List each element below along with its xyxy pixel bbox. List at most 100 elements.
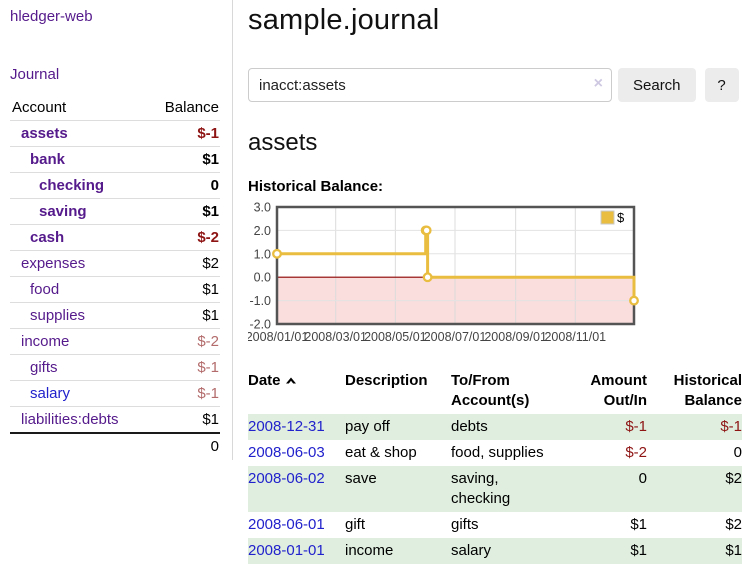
transaction-accounts: gifts: [451, 516, 479, 533]
account-row: bank $1: [10, 146, 220, 173]
transaction-date-link[interactable]: 2008-01-01: [248, 542, 325, 559]
search-field-wrap: ×: [248, 68, 612, 102]
page-title: sample.journal: [248, 4, 440, 36]
svg-text:2008/11/01: 2008/11/01: [544, 330, 606, 344]
date-column-header[interactable]: Date: [248, 368, 345, 414]
account-row: assets $-1: [10, 120, 220, 147]
account-link[interactable]: food: [30, 281, 60, 298]
account-link[interactable]: salary: [30, 385, 71, 402]
accounts-table: Account Balance assets $-1 bank $1 checking 0…: [10, 96, 220, 459]
account-row: expenses $2: [10, 250, 220, 277]
account-row: salary $-1: [10, 380, 220, 407]
account-row: supplies $1: [10, 302, 220, 329]
account-row: income $-2: [10, 328, 220, 355]
account-link[interactable]: cash: [30, 229, 65, 246]
search-input[interactable]: [248, 68, 612, 102]
transaction-date-link[interactable]: 2008-06-03: [248, 444, 325, 461]
svg-text:3.0: 3.0: [254, 202, 271, 215]
transaction-date: 2008-06-02: [248, 466, 345, 512]
transaction-amount: 0: [638, 470, 647, 487]
search-button[interactable]: Search: [618, 68, 696, 102]
account-row: saving $1: [10, 198, 220, 225]
register-table: Date Description To/From Account(s) Amou…: [248, 368, 742, 564]
account-link[interactable]: gifts: [30, 359, 58, 376]
svg-text:2008/05/01: 2008/05/01: [364, 330, 427, 344]
chart-title: Historical Balance:: [248, 178, 384, 195]
svg-text:2008/09/01: 2008/09/01: [484, 330, 547, 344]
account-balance: $1: [147, 276, 220, 303]
svg-text:-1.0: -1.0: [249, 294, 271, 308]
svg-text:2008/03/01: 2008/03/01: [304, 330, 367, 344]
register-row[interactable]: 2008-06-03 eat & shop food, supplies $-2 0: [248, 440, 742, 466]
accounts-body: assets $-1 bank $1 checking 0 saving $1 cash $-2 e…: [10, 120, 220, 433]
help-button[interactable]: ?: [704, 68, 739, 102]
register-row[interactable]: 2008-06-02 save saving, checking 0 $2: [248, 466, 742, 512]
svg-text:1.0: 1.0: [254, 247, 271, 261]
account-link[interactable]: expenses: [21, 255, 86, 272]
journal-link[interactable]: Journal: [10, 66, 60, 83]
account-balance: 0: [147, 172, 220, 199]
svg-text:2.0: 2.0: [254, 224, 271, 238]
chart-canvas: $3.0 2.0 1.0 0.0 -1.0 -2.02008/01/012008/03/0…: [246, 201, 639, 344]
transaction-accounts: saving, checking: [451, 470, 511, 507]
transaction-date-link[interactable]: 2008-06-02: [248, 470, 325, 487]
register-row[interactable]: 2008-06-01 gift gifts $1 $2: [248, 512, 742, 538]
account-balance: $-1: [147, 380, 220, 407]
account-balance: $1: [147, 146, 220, 173]
transaction-description: pay off: [345, 418, 390, 435]
transaction-amount: $1: [630, 542, 647, 559]
transaction-amount: $1: [630, 516, 647, 533]
account-link[interactable]: assets: [21, 125, 68, 142]
transaction-date: 2008-06-03: [248, 440, 345, 466]
transaction-date: 2008-12-31: [248, 414, 345, 440]
register-body: 2008-12-31 pay off debts $-1 $-1 2008-06-03 ea…: [248, 414, 742, 564]
account-row: cash $-2: [10, 224, 220, 251]
transaction-accounts: salary: [451, 542, 492, 559]
register-row[interactable]: 2008-12-31 pay off debts $-1 $-1: [248, 414, 742, 440]
account-row: gifts $-1: [10, 354, 220, 381]
account-balance: $2: [147, 250, 220, 277]
transaction-description: gift: [345, 516, 366, 533]
account-balance: $-2: [147, 328, 220, 355]
account-link[interactable]: saving: [39, 203, 87, 220]
account-row: food $1: [10, 276, 220, 303]
svg-text:0.0: 0.0: [254, 271, 271, 285]
amount-column-header: Amount Out/In: [590, 372, 647, 409]
clear-search-icon[interactable]: ×: [593, 75, 603, 92]
transaction-accounts: debts: [451, 418, 488, 435]
transaction-description: eat & shop: [345, 444, 417, 461]
transaction-date: 2008-06-01: [248, 512, 345, 538]
account-balance: $1: [147, 198, 220, 225]
sidebar: hledger-web Journal Account Balance asse…: [0, 0, 233, 460]
transaction-balance: $1: [725, 542, 742, 559]
account-balance: $1: [147, 406, 220, 433]
svg-text:$: $: [617, 210, 625, 225]
svg-text:-2.0: -2.0: [249, 318, 271, 332]
search-bar: × Search ?: [248, 68, 742, 102]
account-link[interactable]: supplies: [30, 307, 86, 324]
historical-balance-chart: $3.0 2.0 1.0 0.0 -1.0 -2.0 2008/01/01 2008/03/0…: [246, 201, 742, 352]
transaction-balance: 0: [733, 444, 742, 461]
account-row: checking 0: [10, 172, 220, 199]
register-row[interactable]: 2008-01-01 income salary $1 $1: [248, 538, 742, 564]
account-balance: $-1: [147, 354, 220, 381]
description-column-header: Description: [345, 372, 428, 389]
transaction-amount: $-2: [625, 444, 647, 461]
account-link[interactable]: checking: [39, 177, 105, 194]
transaction-amount: $-1: [625, 418, 647, 435]
main-content: sample.journal × Search ? assets Histori…: [246, 0, 742, 564]
account-row: liabilities:debts $1: [10, 406, 220, 433]
account-link[interactable]: income: [21, 333, 70, 350]
total-balance: 0: [147, 432, 220, 459]
account-link[interactable]: liabilities:debts: [21, 411, 119, 428]
svg-text:2008/07/01: 2008/07/01: [424, 330, 487, 344]
transaction-date-link[interactable]: 2008-12-31: [248, 418, 325, 435]
transaction-date-link[interactable]: 2008-06-01: [248, 516, 325, 533]
register-header-row: Date Description To/From Account(s) Amou…: [248, 368, 742, 414]
balance-column-header: Balance: [164, 99, 219, 116]
transaction-balance: $2: [725, 516, 742, 533]
account-balance: $1: [147, 302, 220, 329]
account-column-header: Account: [12, 99, 67, 116]
app-title-link[interactable]: hledger-web: [10, 8, 93, 25]
account-link[interactable]: bank: [30, 151, 66, 168]
